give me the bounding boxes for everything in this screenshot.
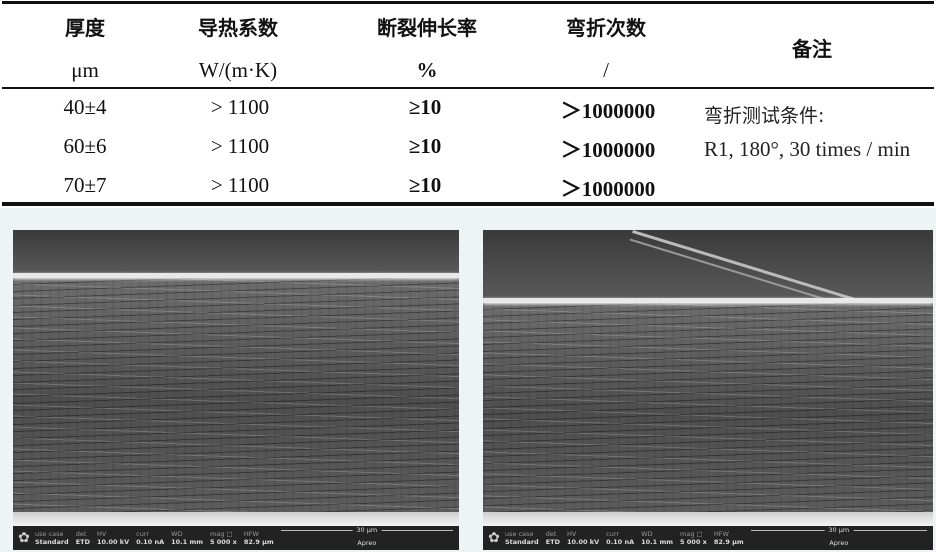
field-label: curr [136, 530, 150, 538]
scale-bar: 30 μm Apreo [280, 525, 453, 547]
header-remarks: 备注 [792, 37, 832, 61]
remarks-note: 弯折测试条件: R1, 180°, 30 times / min [704, 100, 924, 166]
unit-bend-count: / [603, 58, 609, 82]
sem-image-left: ✿ use case Standard det ETD HV 10.00 kV cur… [13, 230, 459, 550]
header-rule [2, 87, 934, 89]
cell-thickness: 40±4 [63, 95, 107, 119]
field-label: HV [566, 530, 577, 538]
sem-info-bar: ✿ use case Standard det ETD HV 10.00 kV cur… [13, 525, 459, 550]
properties-table: 厚度 μm 导热系数 W/(m·K) 断裂伸长率 % 弯折次数 / 备注 40±… [0, 0, 936, 208]
cell-bend-count: ＞1000000 [560, 177, 656, 201]
sem-info-bar: ✿ use case Standard det ETD HV 10.00 kV cur… [483, 525, 933, 550]
cell-elongation: ≥10 [408, 134, 442, 158]
field-value: Standard [505, 538, 539, 546]
field-label: use case [505, 530, 534, 538]
unit-thickness: μm [71, 58, 99, 82]
scale-label: 30 μm [824, 525, 854, 534]
scale-label: 30 μm [352, 525, 382, 534]
field-label: mag □ [210, 530, 233, 538]
field-label: mag □ [680, 530, 703, 538]
field-label: HFW [713, 530, 729, 538]
field-value: ETD [545, 538, 560, 546]
field-label: curr [606, 530, 620, 538]
cell-conductivity: > 1100 [210, 134, 270, 158]
cell-conductivity: > 1100 [210, 95, 270, 119]
field-value: 82.9 μm [713, 538, 744, 546]
field-value: 5 000 x [680, 538, 707, 546]
cell-bend-count: ＞1000000 [560, 138, 656, 162]
header-thickness: 厚度 [65, 16, 105, 40]
field-value: ETD [75, 538, 90, 546]
instrument-name: Apreo [829, 538, 849, 547]
field-value: 5 000 x [210, 538, 237, 546]
instrument-name: Apreo [357, 538, 377, 547]
cell-bend-count: ＞1000000 [560, 99, 656, 123]
field-label: WD [641, 530, 653, 538]
header-bend-count: 弯折次数 [566, 16, 646, 40]
field-value: 10.00 kV [566, 538, 600, 546]
field-value: 10.1 mm [641, 538, 673, 546]
table-bottom-rule [2, 202, 934, 206]
field-label: WD [171, 530, 183, 538]
microscope-logo-icon: ✿ [488, 530, 500, 546]
unit-elongation: % [416, 58, 438, 82]
cell-elongation: ≥10 [408, 95, 442, 119]
table-top-rule [2, 1, 934, 4]
header-elongation: 断裂伸长率 [377, 16, 477, 40]
field-value: 10.1 mm [171, 538, 203, 546]
field-value: 0.10 nA [606, 538, 635, 546]
header-conductivity: 导热系数 [198, 16, 278, 40]
cell-thickness: 70±7 [63, 173, 107, 197]
scale-bar: 30 μm Apreo [750, 525, 927, 547]
microscope-logo-icon: ✿ [18, 530, 30, 546]
cell-elongation: ≥10 [408, 173, 442, 197]
field-value: 10.00 kV [96, 538, 130, 546]
cell-conductivity: > 1100 [210, 173, 270, 197]
sem-image-right: ✿ use case Standard det ETD HV 10.00 kV cur… [483, 230, 933, 550]
field-value: Standard [35, 538, 69, 546]
field-label: HFW [243, 530, 259, 538]
field-label: det [75, 530, 87, 538]
unit-conductivity: W/(m·K) [198, 58, 278, 82]
cell-thickness: 60±6 [63, 134, 107, 158]
field-label: use case [35, 530, 64, 538]
note-title: 弯折测试条件: [704, 105, 825, 127]
field-label: HV [96, 530, 107, 538]
note-conditions: R1, 180°, 30 times / min [704, 137, 911, 161]
field-label: det [545, 530, 557, 538]
field-value: 82.9 μm [243, 538, 274, 546]
field-value: 0.10 nA [136, 538, 165, 546]
